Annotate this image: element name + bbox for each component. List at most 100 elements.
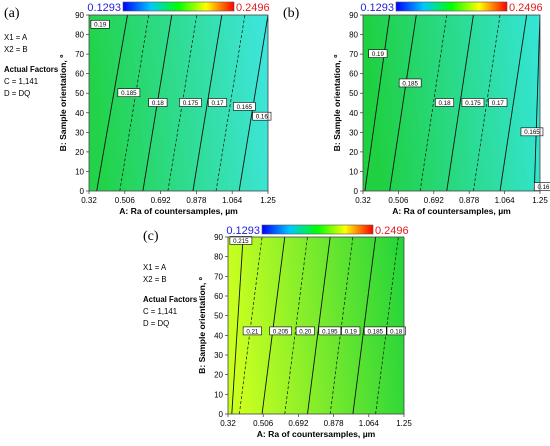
y-tick-label: 40 [75, 109, 84, 118]
contour-label: 0.17 [488, 98, 508, 107]
y-tick-label: 20 [214, 371, 223, 380]
x-tick-label: 0.506 [388, 196, 409, 205]
y-axis: 0 10 20 30 40 50 60 70 80 90 B: Sample orientation… [332, 11, 363, 196]
contour-line [446, 15, 474, 191]
contour-line [192, 15, 223, 191]
contour-label: 0.205 [269, 326, 292, 335]
contour-label-text: 0.185 [368, 328, 384, 335]
contour-label-box [179, 98, 202, 107]
y-tick-label: 70 [214, 272, 223, 281]
y-tick-label: 90 [75, 11, 84, 20]
contour-label-box [341, 326, 361, 336]
color-scale-bar: 0.1293 0.2496 [87, 1, 270, 14]
contour-line [389, 15, 417, 191]
factors-info: X1 = A X2 = B Actual Factors C = 1,141 D = D… [4, 33, 59, 98]
contour-label: 0.21 [242, 326, 262, 336]
contour-label: 0.20 [295, 326, 315, 335]
contour-label: 0.185 [117, 88, 141, 97]
y-tick-label: 70 [349, 50, 358, 59]
contour-label-text: 0.195 [322, 328, 338, 335]
y-tick-label: 90 [214, 233, 223, 242]
y-tick-label: 50 [214, 312, 223, 321]
contour-label: 0.19 [341, 326, 361, 336]
contour-label-text: 0.16 [537, 184, 550, 191]
color-scale-bar: 0.1293 0.2496 [226, 224, 409, 237]
color-scale-high-label: 0.2496 [509, 2, 543, 14]
contour-label: 0.16 [533, 182, 550, 191]
contour-line [499, 15, 528, 191]
contour-label: 0.19 [368, 49, 388, 58]
y-tick-label: 50 [349, 89, 358, 98]
x-tick-label: 0.692 [288, 419, 309, 428]
contour-label-box [233, 102, 256, 111]
x-tick-label: 1.064 [359, 419, 380, 428]
y-tick-label: 0 [80, 187, 85, 196]
contour-line [261, 237, 286, 414]
contour-line [96, 15, 128, 191]
y-tick-label: 0 [354, 187, 359, 196]
contour-label-text: 0.18 [152, 100, 165, 107]
contour-label-text: 0.165 [524, 129, 540, 136]
contour-lines [231, 237, 399, 414]
x-tick-label: 0.506 [115, 196, 136, 205]
x-tick-label: 0.692 [151, 196, 172, 205]
contour-label-text: 0.17 [492, 100, 505, 107]
x-axis-label: A: Ra of countersamples, µm [119, 206, 238, 216]
x-tick-label: 0.506 [253, 419, 274, 428]
contour-label-text: 0.18 [438, 100, 451, 107]
contour-label-text: 0.175 [465, 100, 481, 107]
contour-label-box [242, 326, 262, 336]
contour-label-box [368, 49, 388, 58]
contour-label-box [90, 19, 110, 29]
y-tick-label: 70 [75, 50, 84, 59]
x-axis-label: A: Ra of countersamples, µm [392, 206, 511, 216]
plot-frame [227, 236, 405, 415]
contour-label-text: 0.19 [94, 22, 107, 29]
contour-label-box [461, 98, 485, 107]
actual-factor: D = DQ [4, 89, 30, 98]
contour-label-text: 0.21 [246, 328, 259, 335]
actual-factor: D = DQ [143, 319, 169, 328]
x-tick-label: 0.878 [186, 196, 207, 205]
y-tick-label: 90 [349, 11, 358, 20]
color-scale-low-label: 0.1293 [360, 2, 394, 14]
x-tick-label: 1.25 [260, 196, 276, 205]
y-axis: 0 10 20 30 40 50 60 70 80 90 B: Sample orientation… [197, 233, 228, 419]
y-tick-label: 60 [214, 292, 223, 301]
y-axis-label: B: Sample orientation, º [332, 55, 342, 152]
x-tick-label: 0.878 [324, 419, 345, 428]
contour-label-text: 0.215 [233, 238, 249, 245]
contour-panel-3: (c) 0.215 0.21 0.205 0.20 0.195 0.19 0.185 0.18 0… [143, 229, 412, 439]
color-scale-low-label: 0.1293 [226, 225, 260, 237]
factor-mapping: X1 = A [143, 263, 167, 272]
contour-label: 0.185 [398, 78, 422, 87]
contour-label-box [208, 98, 228, 107]
contour-line [352, 237, 377, 414]
contour-label-box [148, 98, 168, 107]
y-axis: 0 10 20 30 40 50 60 70 80 90 B: Sample orientation… [58, 11, 89, 196]
y-tick-label: 10 [349, 167, 358, 176]
contour-label-box [386, 326, 406, 336]
contour-label: 0.175 [179, 98, 202, 107]
y-tick-label: 40 [214, 331, 223, 340]
y-tick-label: 30 [75, 128, 84, 137]
contour-label: 0.16 [252, 111, 272, 121]
y-tick-label: 30 [349, 128, 358, 137]
y-tick-label: 80 [214, 253, 223, 262]
plot-frame [88, 14, 269, 192]
y-tick-label: 40 [349, 109, 358, 118]
x-tick-label: 0.32 [81, 196, 97, 205]
contour-label: 0.165 [520, 127, 544, 136]
contour-label: 0.175 [461, 98, 485, 107]
x-tick-label: 0.32 [220, 419, 236, 428]
y-tick-label: 80 [75, 31, 84, 40]
contour-label: 0.195 [318, 326, 342, 336]
y-tick-label: 10 [214, 390, 223, 399]
color-scale-high-label: 0.2496 [236, 2, 270, 14]
contour-label-box [318, 326, 342, 336]
panel-letter: (b) [283, 6, 300, 21]
y-tick-label: 50 [75, 89, 84, 98]
contour-label-text: 0.19 [372, 51, 385, 58]
contour-label: 0.165 [233, 102, 256, 111]
